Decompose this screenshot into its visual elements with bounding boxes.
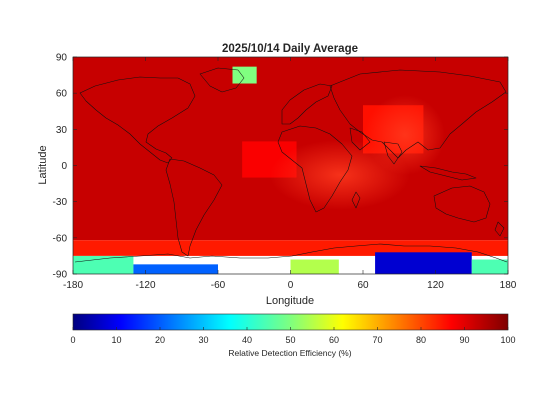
coastline-madagascar (351, 191, 361, 209)
y-tick-label: 0 (61, 161, 67, 172)
colorbar-ticks: 0 10 20 30 40 50 60 70 80 90 100 (70, 327, 516, 345)
x-tick-label: -180 (63, 280, 83, 291)
y-tick-label: -60 (53, 233, 68, 244)
y-tick-label: 90 (56, 53, 68, 64)
coastline-arabia (349, 127, 371, 151)
colorbar-tick-label: 10 (111, 335, 121, 345)
heatmap-region-7 (290, 259, 339, 274)
colorbar-tick-label: 70 (372, 335, 382, 345)
colorbar-tick-label: 90 (459, 335, 469, 345)
heatmap-region-3 (232, 66, 257, 84)
colorbar-tick-label: 20 (155, 335, 165, 345)
colorbar-label: Relative Detection Efficiency (%) (228, 348, 351, 358)
coastline-africa (277, 125, 353, 213)
y-tick-label: 30 (56, 125, 68, 136)
colorbar-tick-label: 50 (285, 335, 295, 345)
x-tick-label: -120 (135, 280, 155, 291)
y-tick-label: -90 (53, 270, 68, 281)
y-tick-label: 60 (56, 89, 68, 100)
x-axis-ticks: -180 -120 -60 0 60 120 180 (63, 57, 517, 291)
heatmap-region-6 (133, 264, 218, 274)
y-tick-label: -30 (53, 197, 68, 208)
x-tick-label: 0 (288, 280, 294, 291)
coastline-north-america (79, 76, 196, 164)
coastline-europe (281, 83, 333, 125)
coastlines (74, 67, 508, 263)
heatmap-region-8 (375, 252, 472, 274)
x-tick-label: 60 (357, 280, 369, 291)
colorbar-tick-label: 0 (70, 335, 75, 345)
coastline-antarctica (74, 243, 508, 263)
chart-title: 2025/10/14 Daily Average (222, 43, 358, 55)
colorbar-tick-label: 30 (198, 335, 208, 345)
coastline-india (383, 141, 403, 165)
heatmap-region-9 (471, 259, 508, 274)
coastline-new-zealand (494, 221, 505, 237)
colorbar-tick-label: 80 (416, 335, 426, 345)
colorbar-tick-label: 60 (329, 335, 339, 345)
colorbar-tick-label: 40 (242, 335, 252, 345)
x-tick-label: 180 (500, 280, 517, 291)
south-asia-warm-patch (365, 95, 445, 175)
x-axis-label: Longitude (266, 295, 314, 307)
x-tick-label: -60 (211, 280, 226, 291)
coastline-indonesia (419, 165, 477, 181)
coastline-australia (433, 185, 491, 223)
x-tick-label: 120 (427, 280, 444, 291)
coastline-south-america (165, 158, 223, 257)
colorbar-tick-label: 100 (500, 335, 515, 345)
y-axis-label: Latitude (37, 145, 49, 184)
coastline-greenland (199, 67, 245, 93)
y-axis-ticks: 90 60 30 0 -30 -60 -90 (53, 53, 508, 281)
